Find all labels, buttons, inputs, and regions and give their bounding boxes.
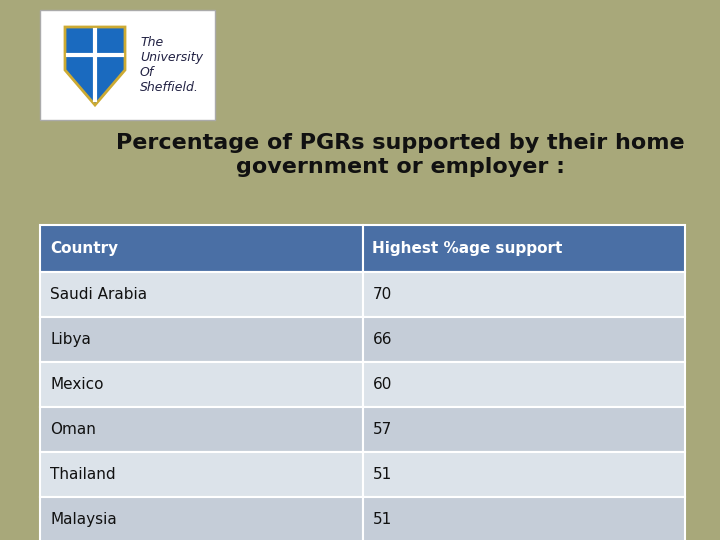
FancyBboxPatch shape [362,407,685,452]
Text: Country: Country [50,241,118,256]
FancyBboxPatch shape [362,225,685,272]
FancyBboxPatch shape [40,10,215,120]
Text: The
University
Of
Sheffield.: The University Of Sheffield. [140,36,203,94]
Text: Malaysia: Malaysia [50,512,117,527]
Text: Thailand: Thailand [50,467,116,482]
FancyBboxPatch shape [40,407,362,452]
FancyBboxPatch shape [40,225,362,272]
Text: Percentage of PGRs supported by their home
government or employer :: Percentage of PGRs supported by their ho… [116,133,684,177]
Text: Saudi Arabia: Saudi Arabia [50,287,147,302]
Text: Oman: Oman [50,422,96,437]
Text: 66: 66 [372,332,392,347]
FancyBboxPatch shape [40,497,362,540]
Polygon shape [65,27,125,105]
FancyBboxPatch shape [40,362,362,407]
FancyBboxPatch shape [40,317,362,362]
FancyBboxPatch shape [40,452,362,497]
Text: 51: 51 [372,467,392,482]
Text: 57: 57 [372,422,392,437]
FancyBboxPatch shape [40,272,362,317]
FancyBboxPatch shape [362,497,685,540]
Text: Mexico: Mexico [50,377,104,392]
FancyBboxPatch shape [362,452,685,497]
Text: Libya: Libya [50,332,91,347]
Text: 51: 51 [372,512,392,527]
FancyBboxPatch shape [362,317,685,362]
FancyBboxPatch shape [362,362,685,407]
Text: Highest %age support: Highest %age support [372,241,563,256]
Text: 60: 60 [372,377,392,392]
FancyBboxPatch shape [362,272,685,317]
Text: 70: 70 [372,287,392,302]
